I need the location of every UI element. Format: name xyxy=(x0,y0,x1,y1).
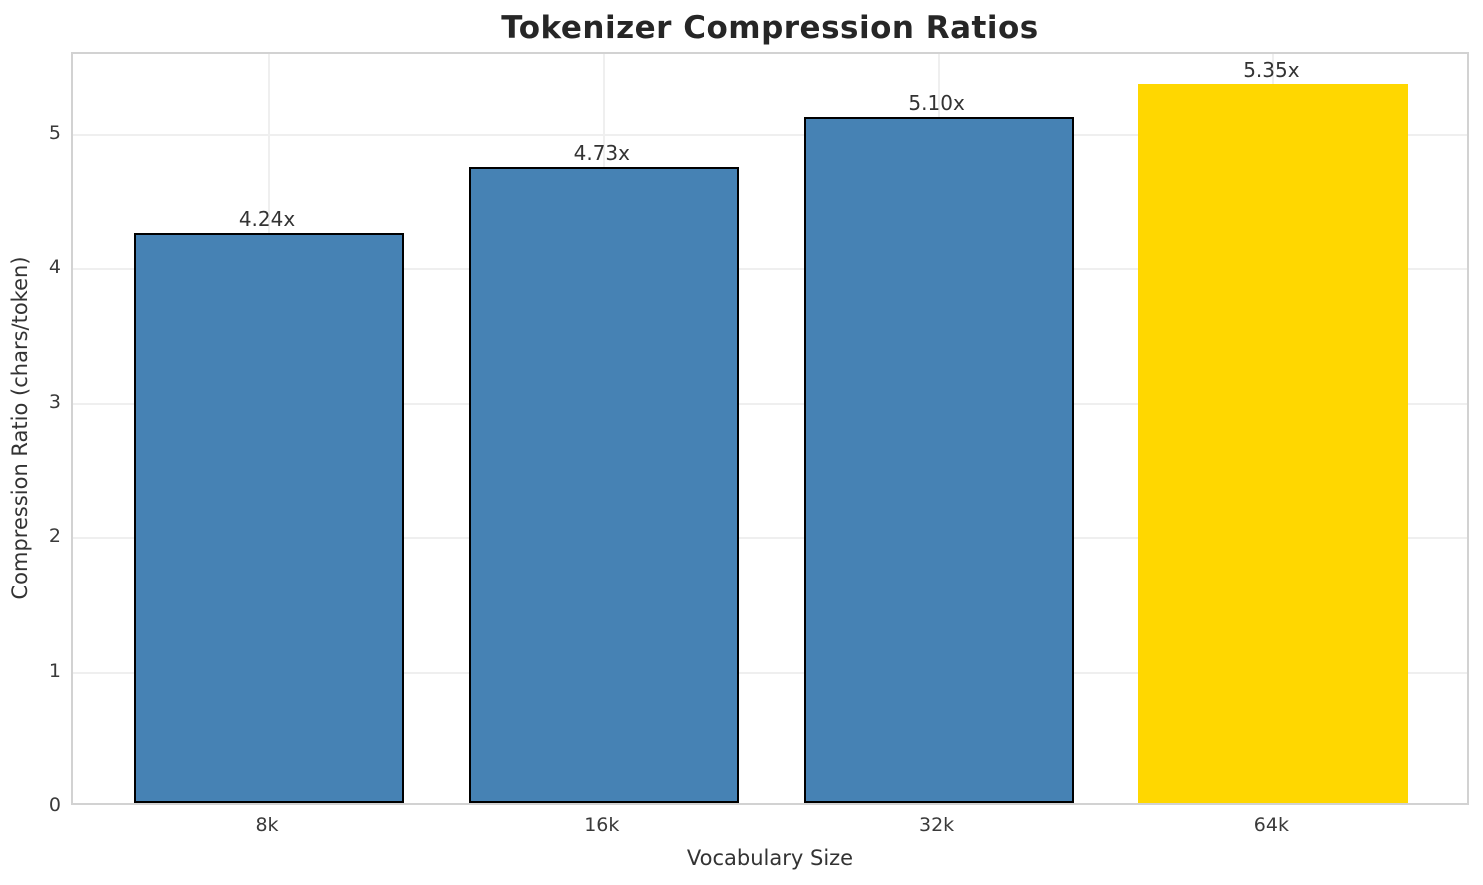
y-tick-label-1: 1 xyxy=(48,659,61,682)
x-axis-label: Vocabulary Size xyxy=(686,846,854,870)
y-gridline-2 xyxy=(73,537,1467,540)
y-tick-label-3: 3 xyxy=(48,390,61,413)
y-tick-label-0: 0 xyxy=(48,794,61,816)
bar-value-label-32k: 5.10x xyxy=(908,91,965,116)
y-axis-label-text: Compression Ratio (chars/token) xyxy=(8,256,32,600)
x-tick-label-16k: 16k xyxy=(584,814,620,836)
x-tick-label-8k: 8k xyxy=(255,814,279,836)
chart-title: Tokenizer Compression Ratios xyxy=(501,10,1039,46)
y-gridline-3 xyxy=(73,402,1467,405)
bar-32k xyxy=(803,117,1074,803)
y-gridline-5 xyxy=(73,133,1467,136)
bar-value-label-8k: 4.24x xyxy=(238,206,296,231)
bar-8k xyxy=(134,232,404,803)
plot-area xyxy=(71,52,1469,805)
y-gridline-4 xyxy=(73,268,1467,271)
y-gridline-1 xyxy=(73,671,1467,674)
bar-16k xyxy=(468,166,739,803)
x-tick-label-32k: 32k xyxy=(919,814,955,836)
y-tick-label-5: 5 xyxy=(48,121,61,144)
bar-64k xyxy=(1138,83,1409,803)
bar-value-label-16k: 4.73x xyxy=(573,140,630,165)
y-tick-label-2: 2 xyxy=(48,525,61,548)
x-tick-label-64k: 64k xyxy=(1253,814,1289,836)
y-tick-label-4: 4 xyxy=(48,256,61,279)
bar-value-label-64k: 5.35x xyxy=(1243,57,1300,82)
